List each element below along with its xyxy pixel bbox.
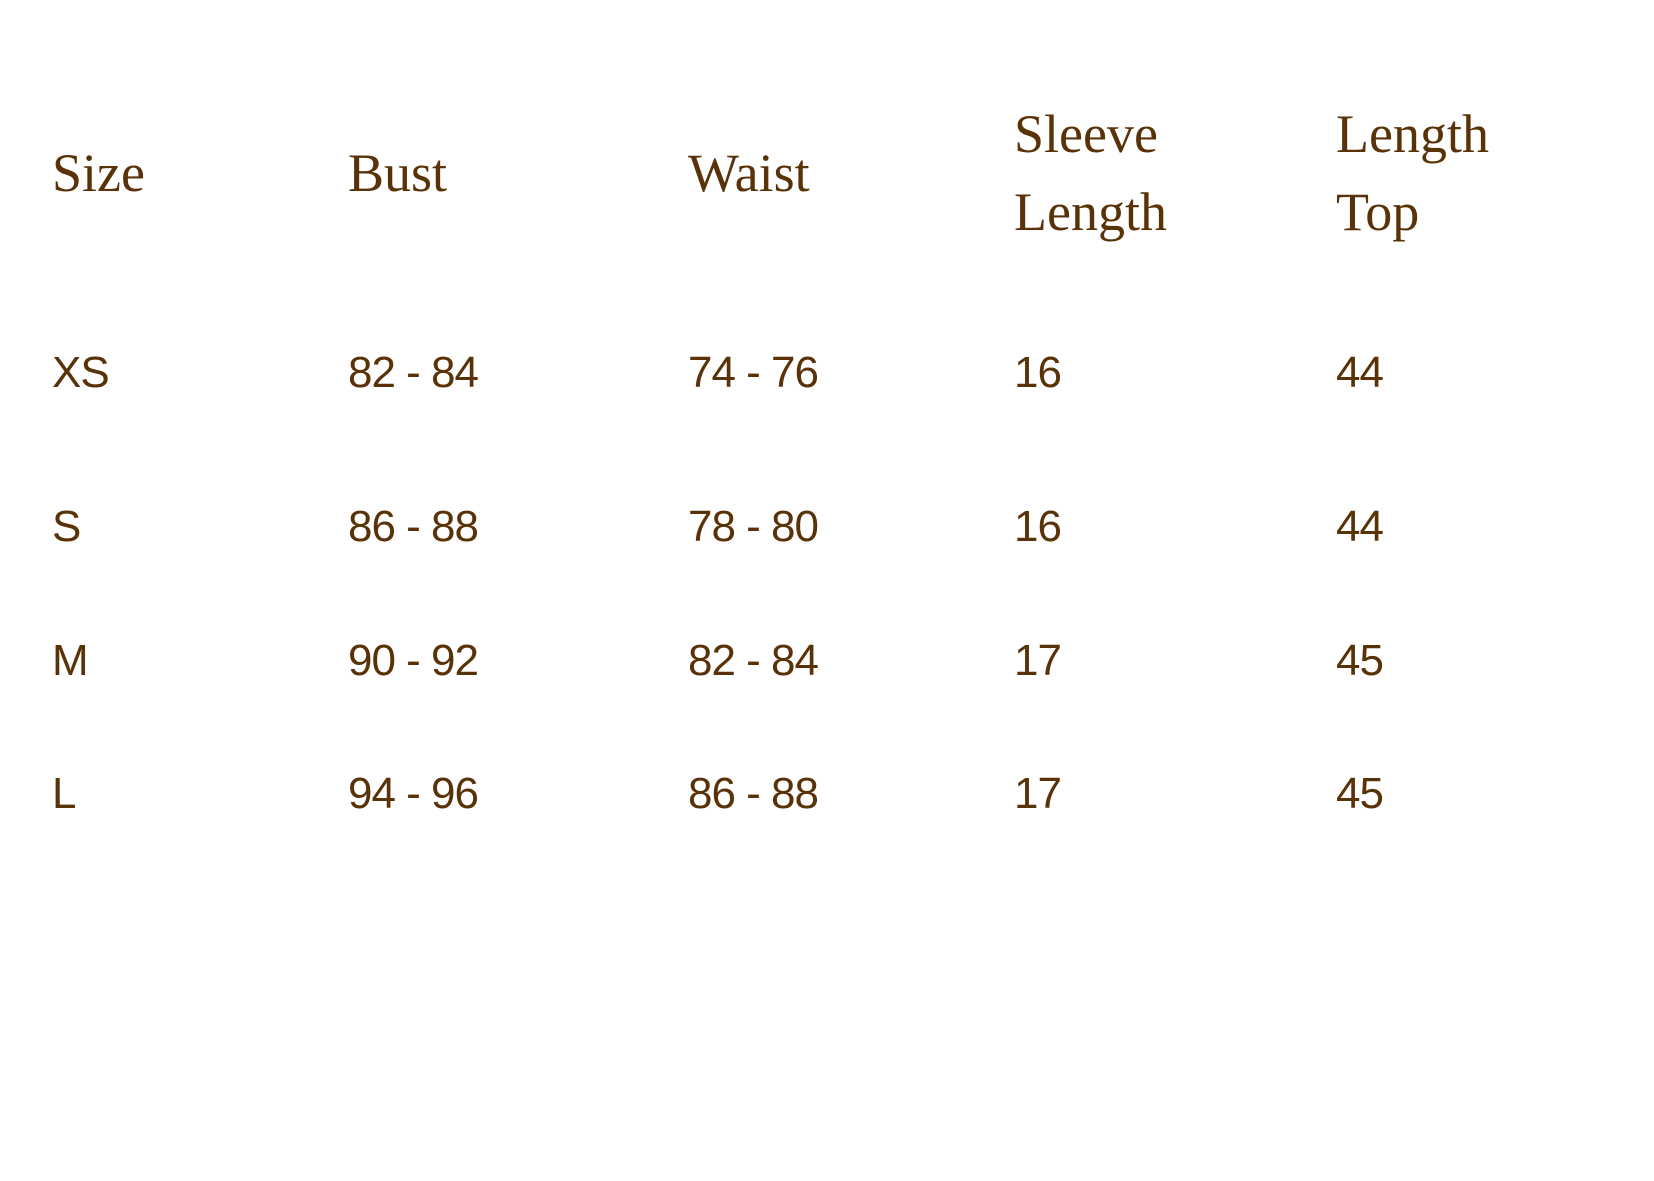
cell-waist: 82 - 84 — [688, 636, 819, 685]
header-size: Size — [52, 143, 145, 203]
cell-bust: 82 - 84 — [348, 348, 479, 397]
cell-length-top: 45 — [1336, 769, 1384, 818]
cell-length-top: 44 — [1336, 502, 1384, 551]
header-sleeve-length: Sleeve Length — [1014, 104, 1167, 242]
cell-size: M — [52, 636, 89, 685]
cell-sleeve-length: 17 — [1014, 769, 1062, 818]
header-waist: Waist — [688, 143, 810, 203]
cell-size: L — [52, 769, 77, 818]
cell-size: XS — [52, 348, 110, 397]
cell-sleeve-length: 17 — [1014, 636, 1062, 685]
header-bust: Bust — [348, 143, 448, 203]
cell-bust: 86 - 88 — [348, 502, 479, 551]
cell-size: S — [52, 502, 81, 551]
cell-length-top: 45 — [1336, 636, 1384, 685]
cell-sleeve-length: 16 — [1014, 502, 1062, 551]
header-length-top: Length Top — [1336, 104, 1489, 242]
cell-sleeve-length: 16 — [1014, 348, 1062, 397]
cell-waist: 74 - 76 — [688, 348, 819, 397]
cell-waist: 78 - 80 — [688, 502, 819, 551]
cell-length-top: 44 — [1336, 348, 1384, 397]
cell-bust: 90 - 92 — [348, 636, 479, 685]
cell-waist: 86 - 88 — [688, 769, 819, 818]
cell-bust: 94 - 96 — [348, 769, 479, 818]
